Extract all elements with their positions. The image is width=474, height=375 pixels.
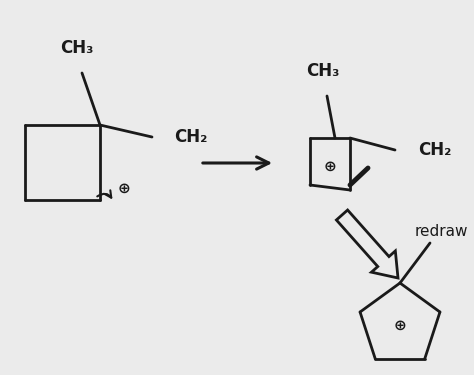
Text: CH₃: CH₃ — [60, 39, 94, 57]
Text: redraw: redraw — [415, 225, 468, 240]
Text: ⊕: ⊕ — [393, 318, 406, 333]
Text: CH₂: CH₂ — [174, 128, 207, 146]
Text: CH₃: CH₃ — [306, 62, 340, 80]
Text: ⊕: ⊕ — [324, 159, 337, 174]
Polygon shape — [337, 210, 398, 278]
Text: ⊕: ⊕ — [118, 180, 131, 195]
Text: CH₂: CH₂ — [418, 141, 451, 159]
